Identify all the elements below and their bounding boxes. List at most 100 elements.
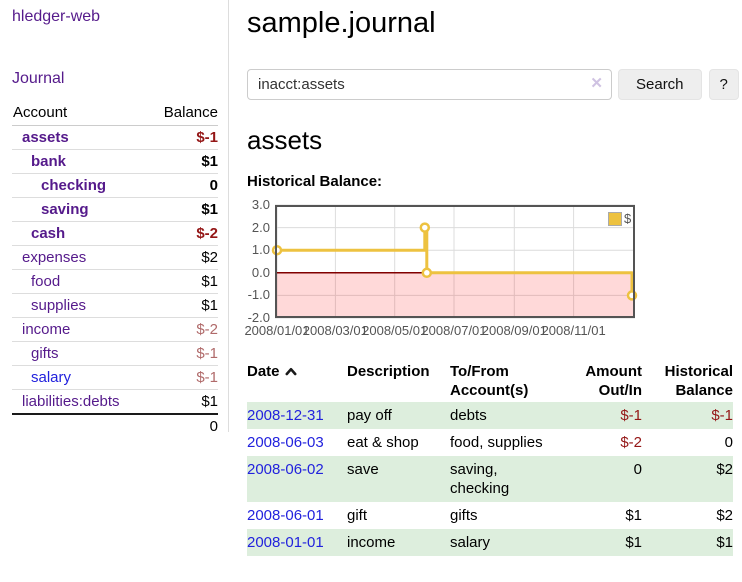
page-title: sample.journal: [247, 7, 436, 39]
register-header-description: Description: [347, 363, 430, 380]
register-description: save: [347, 461, 379, 478]
register-header-date[interactable]: Date: [247, 360, 347, 402]
register-row: 2008-01-01 income salary $1 $1: [247, 529, 733, 556]
sidebar-divider: [228, 0, 229, 432]
account-link[interactable]: expenses: [22, 249, 87, 266]
register-accounts: salary: [450, 534, 491, 551]
register-balance: $2: [716, 507, 733, 524]
register-amount: $-1: [620, 407, 642, 424]
y-tick-label: 1.0: [251, 242, 270, 258]
main-content: sample.journal ✕ Search ? assets Histori…: [244, 0, 739, 556]
account-cell: checking: [12, 173, 149, 198]
account-balance: $-1: [148, 365, 218, 390]
brand-link[interactable]: hledger-web: [12, 8, 101, 25]
register-description: pay off: [347, 407, 392, 424]
register-description: eat & shop: [347, 434, 419, 451]
account-balance: $-1: [148, 125, 218, 150]
transaction-date-link[interactable]: 2008-01-01: [247, 534, 324, 551]
account-link[interactable]: assets: [22, 129, 69, 146]
account-row: food $1: [12, 269, 218, 294]
register-header-accounts: To/From Account(s): [450, 363, 529, 399]
account-link[interactable]: checking: [41, 177, 107, 194]
register-row: 2008-06-01 gift gifts $1 $2: [247, 502, 733, 529]
x-tick-label: 2008/01/01: [244, 323, 310, 338]
accounts-table: Account Balance assets $-1 bank $1 checking 0…: [12, 101, 218, 438]
account-balance: $-1: [148, 341, 218, 366]
search-field-wrap: ✕: [247, 69, 612, 100]
y-tick-label: 3.0: [251, 197, 270, 212]
account-link[interactable]: supplies: [31, 297, 87, 314]
y-tick-label: -1.0: [247, 287, 270, 303]
legend-label: $: [624, 211, 632, 226]
account-balance: $-2: [148, 221, 218, 246]
account-link[interactable]: cash: [31, 225, 66, 242]
register-balance: $-1: [711, 407, 733, 424]
sidebar: hledger-web Journal Account Balance asse…: [12, 0, 218, 438]
accounts-header-account: Account: [12, 101, 149, 126]
help-button[interactable]: ?: [708, 69, 739, 100]
register-description: gift: [347, 507, 368, 524]
transaction-date-link[interactable]: 2008-06-01: [247, 507, 324, 524]
register-balance: $1: [716, 534, 733, 551]
y-tick-label: 0.0: [251, 264, 270, 280]
transaction-date-link[interactable]: 2008-06-02: [247, 461, 324, 478]
account-cell: assets: [12, 125, 149, 150]
account-cell: liabilities:debts: [12, 389, 149, 415]
register-amount: $-2: [620, 434, 642, 451]
register-amount: $1: [625, 507, 642, 524]
historical-balance-chart: 3.0 2.0 1.0 0.0 -1.0 -2.0 2008/01/01 2008/03/01…: [243, 197, 643, 343]
register-table: Date Description To/From Account(s) Amou…: [247, 360, 733, 556]
register-date-cell: 2008-06-02: [247, 456, 347, 502]
account-title: assets: [247, 125, 323, 155]
account-link[interactable]: bank: [31, 153, 67, 170]
account-cell: food: [12, 269, 149, 294]
account-row: saving $1: [12, 197, 218, 222]
account-cell: saving: [12, 197, 149, 222]
transaction-date-link[interactable]: 2008-06-03: [247, 434, 324, 451]
account-link[interactable]: food: [31, 273, 61, 290]
account-row: salary $-1: [12, 365, 218, 390]
account-cell: salary: [12, 365, 149, 390]
search-button[interactable]: Search: [618, 69, 702, 100]
register-row: 2008-12-31 pay off debts $-1 $-1: [247, 402, 733, 429]
y-tick-label: 2.0: [251, 219, 270, 235]
account-balance: $1: [148, 389, 218, 415]
chart-canvas: [271, 204, 638, 319]
sort-asc-icon[interactable]: [285, 362, 297, 381]
nav-journal-link[interactable]: Journal: [12, 70, 65, 87]
clear-search-icon[interactable]: ✕: [590, 75, 603, 92]
account-cell: income: [12, 317, 149, 342]
x-tick-label: 2008/09/01: [481, 323, 547, 338]
account-balance: 0: [148, 173, 218, 198]
x-tick-label: 2008/07/01: [421, 323, 487, 338]
account-row: cash $-2: [12, 221, 218, 246]
account-row: gifts $-1: [12, 341, 218, 366]
register-balance: 0: [724, 434, 733, 451]
register-accounts: debts: [450, 407, 487, 424]
accounts-total-spacer: [12, 413, 149, 438]
account-cell: expenses: [12, 245, 149, 270]
account-row: assets $-1: [12, 125, 218, 150]
register-accounts: food, supplies: [450, 434, 543, 451]
x-tick-label: 2008/11/01: [541, 323, 606, 338]
transaction-date-link[interactable]: 2008-12-31: [247, 407, 324, 424]
register-accounts: saving, checking: [450, 461, 510, 497]
account-cell: supplies: [12, 293, 149, 318]
x-tick-label: 2008/03/01: [302, 323, 368, 338]
register-date-cell: 2008-01-01: [247, 529, 347, 556]
chart-label: Historical Balance:: [247, 173, 383, 190]
register-balance: $2: [716, 461, 733, 478]
account-link[interactable]: liabilities:debts: [22, 393, 120, 410]
account-cell: bank: [12, 149, 149, 174]
account-row: checking 0: [12, 173, 218, 198]
account-cell: gifts: [12, 341, 149, 366]
account-link[interactable]: saving: [41, 201, 89, 218]
account-row: liabilities:debts $1: [12, 389, 218, 415]
account-link[interactable]: salary: [31, 369, 72, 386]
search-input[interactable]: [247, 69, 612, 100]
register-date-cell: 2008-12-31: [247, 402, 347, 429]
account-link[interactable]: income: [22, 321, 71, 338]
account-balance: $2: [148, 245, 218, 270]
x-tick-label: 2008/05/01: [362, 323, 428, 338]
account-link[interactable]: gifts: [31, 345, 59, 362]
